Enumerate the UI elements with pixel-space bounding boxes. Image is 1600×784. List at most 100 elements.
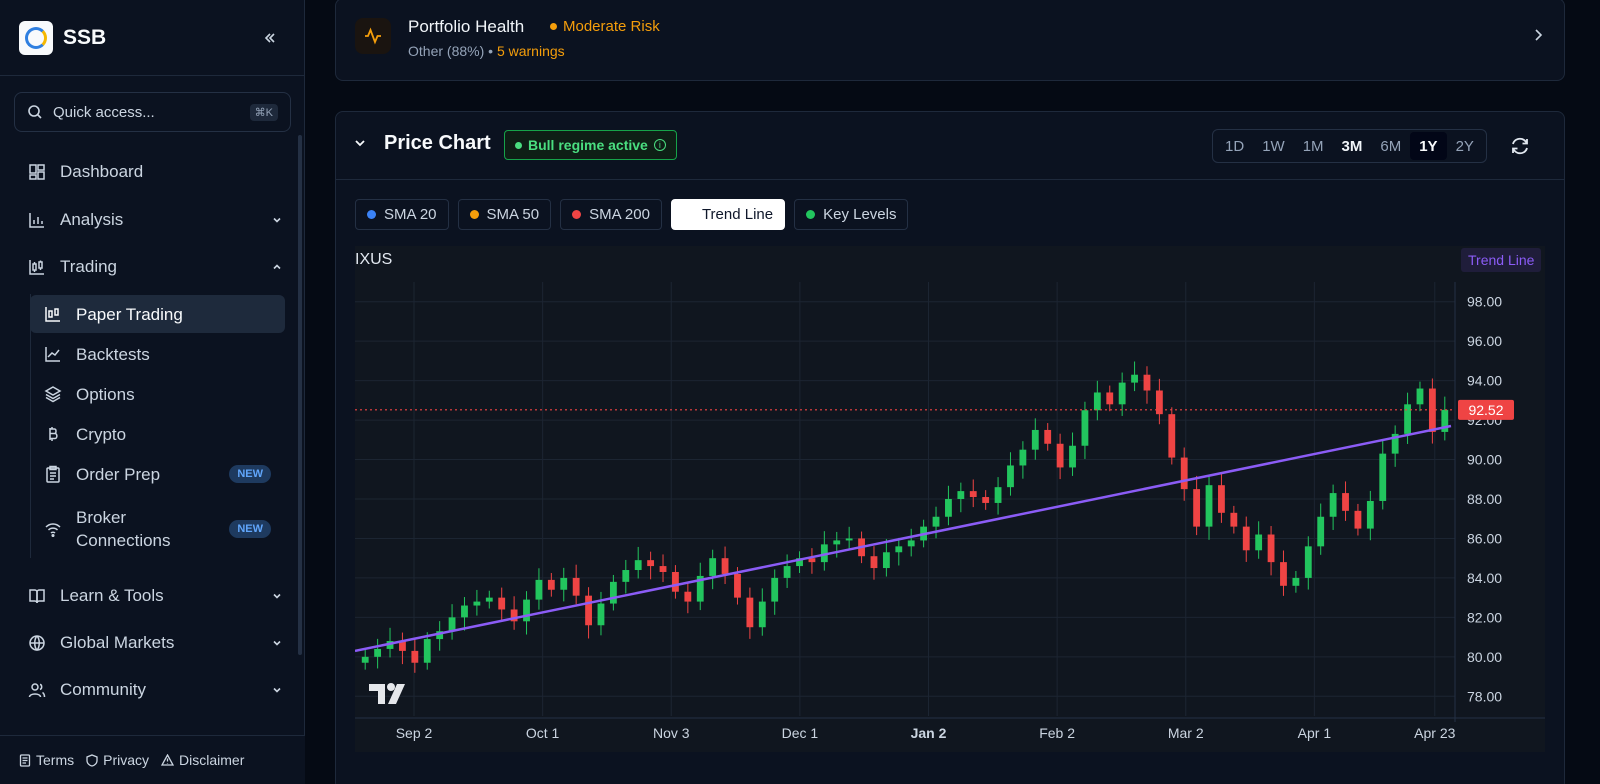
candle-body [870, 556, 878, 569]
overlay-trend-line-toggle[interactable]: Trend Line [670, 199, 786, 230]
candle-body [1329, 493, 1337, 517]
health-warnings[interactable]: 5 warnings [496, 43, 565, 59]
sidebar-item-analysis[interactable]: Analysis [14, 201, 291, 239]
sidebar-item-dashboard[interactable]: Dashboard [14, 153, 291, 191]
overlay-sma-200-toggle[interactable]: SMA 200 [560, 199, 662, 230]
dashboard-icon [29, 164, 45, 180]
separator-dot: • [484, 43, 497, 59]
chevrons-left-icon [264, 33, 275, 43]
candle-body [361, 656, 369, 663]
sidebar-item-label: Global Markets [60, 633, 175, 652]
timeframe-1y[interactable]: 1Y [1410, 132, 1447, 160]
x-tick-label: Dec 1 [782, 725, 819, 741]
overlay-key-levels-toggle[interactable]: Key Levels [794, 199, 909, 230]
overlay-sma-20-toggle[interactable]: SMA 20 [355, 199, 449, 230]
chart-plot-area: 78.00 80.00 82.00 84.00 86.00 88.00 90.00 92.00… [355, 246, 1545, 752]
chevron-down-icon[interactable] [353, 136, 367, 150]
candle-body [1280, 562, 1287, 586]
sidebar-item-label: Paper Trading [76, 304, 183, 324]
quick-access-search[interactable]: Quick access... ⌘K [14, 92, 291, 132]
candle-body [1441, 409, 1449, 432]
candle-body [399, 641, 406, 651]
timeframe-6m[interactable]: 6M [1380, 137, 1402, 155]
trend-line-legend: Trend Line [1461, 248, 1542, 272]
candle-body [945, 499, 952, 517]
sidebar-item-paper-trading[interactable]: Paper Trading [30, 295, 285, 333]
candle-body [746, 597, 754, 628]
candle-body [1342, 493, 1349, 511]
privacy-link[interactable]: Privacy [86, 752, 149, 768]
collapse-sidebar-button[interactable] [258, 26, 282, 50]
y-tick-label: 78.00 [1467, 688, 1502, 704]
overlay-sma-50-toggle[interactable]: SMA 50 [457, 199, 552, 230]
overlay-label: Key Levels [823, 206, 897, 223]
candlestick-chart[interactable]: 78.0080.0082.0084.0086.0088.0090.0092.00… [355, 246, 1545, 752]
overlay-label: SMA 200 [589, 206, 650, 223]
candle-body [1019, 449, 1027, 466]
candle-body [423, 639, 431, 663]
chevron-down-icon [273, 593, 281, 599]
sidebar: SSB Quick access... ⌘K Dashboard Analysi… [0, 0, 305, 784]
y-tick-label: 96.00 [1467, 333, 1502, 349]
clipboard-icon [46, 465, 60, 483]
overlay-label: Trend Line [701, 206, 774, 223]
sidebar-item-label: Options [76, 384, 135, 404]
x-tick-label: Feb 2 [1039, 725, 1075, 741]
sidebar-item-order-prep[interactable]: Order Prep NEW [30, 455, 285, 493]
timeframe-2y[interactable]: 2Y [1455, 137, 1474, 155]
sidebar-item-community[interactable]: Community [14, 671, 291, 709]
sidebar-footer: Terms Privacy Disclaimer [0, 735, 305, 784]
candle-body [1081, 410, 1089, 446]
x-tick-label: Jan 2 [911, 725, 947, 741]
timeframe-3m[interactable]: 3M [1341, 137, 1363, 155]
health-allocation: Other (88%) [408, 43, 485, 59]
candle-body [523, 599, 530, 622]
tradingview-logo-icon[interactable] [369, 683, 405, 704]
candle-body [1255, 534, 1263, 551]
trend-line [355, 424, 1452, 653]
chevron-down-icon [273, 687, 281, 693]
candle-body [1317, 516, 1325, 547]
sidebar-item-label: Crypto [76, 424, 127, 444]
sidebar-item-label: Backtests [76, 344, 150, 364]
price-chart-title: Price Chart [384, 132, 491, 154]
regime-badge[interactable]: Bull regime active i [504, 130, 677, 160]
sidebar-item-label: Broker Connections [76, 508, 171, 550]
sidebar-item-trading[interactable]: Trading [14, 248, 291, 286]
candle-body [1106, 392, 1114, 405]
x-tick-label: Apr 23 [1414, 725, 1455, 741]
portfolio-health-card[interactable]: Portfolio Health Moderate Risk Other (88… [335, 0, 1565, 81]
brand[interactable]: SSB [19, 21, 106, 55]
candle-body [1379, 453, 1387, 501]
sidebar-item-crypto[interactable]: Crypto [30, 415, 285, 453]
timeframe-1w[interactable]: 1W [1262, 137, 1285, 155]
disclaimer-link[interactable]: Disclaimer [161, 752, 244, 768]
terms-link[interactable]: Terms [19, 752, 74, 768]
sidebar-scrollbar[interactable] [298, 135, 302, 655]
sidebar-item-options[interactable]: Options [30, 375, 285, 413]
info-icon[interactable]: i [653, 139, 666, 151]
timeframe-1m[interactable]: 1M [1302, 137, 1324, 155]
candle-body [895, 546, 903, 553]
legend-dot [367, 210, 376, 219]
candle-body [1230, 512, 1238, 527]
chevron-right-icon[interactable] [1531, 27, 1545, 43]
sidebar-item-broker-connections[interactable]: Broker Connections NEW [30, 502, 285, 556]
y-tick-label: 98.00 [1467, 294, 1502, 310]
overlay-label: SMA 50 [486, 206, 540, 223]
sidebar-divider [0, 75, 305, 76]
warning-icon [161, 754, 175, 766]
search-shortcut: ⌘K [249, 103, 278, 121]
candle-body [659, 566, 667, 572]
x-tick-label: Mar 2 [1168, 725, 1204, 741]
y-tick-label: 80.00 [1467, 649, 1502, 665]
candle-body [820, 544, 828, 563]
candle-body [1093, 392, 1101, 411]
sidebar-item-learn-tools[interactable]: Learn & Tools [14, 577, 291, 615]
sidebar-item-backtests[interactable]: Backtests [30, 335, 285, 373]
timeframe-1d[interactable]: 1D [1225, 137, 1245, 155]
refresh-icon[interactable] [1509, 135, 1531, 157]
bitcoin-icon [49, 427, 58, 441]
candle-body [696, 575, 704, 602]
sidebar-item-global-markets[interactable]: Global Markets [14, 624, 291, 662]
